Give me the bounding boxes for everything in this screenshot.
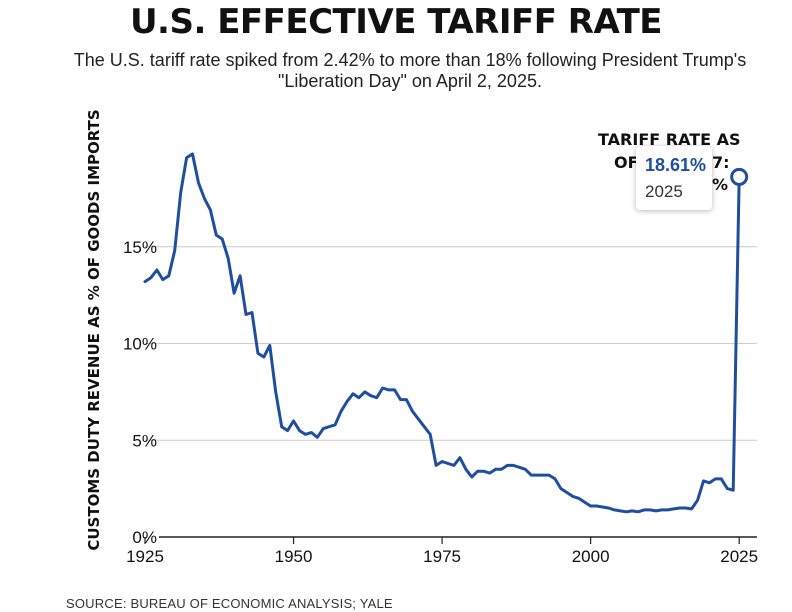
x-tick-label-1925: 1925 xyxy=(126,547,164,566)
data-tooltip: 18.61% 2025 xyxy=(636,146,712,210)
x-tick-label-2025: 2025 xyxy=(720,547,758,566)
x-axis: 1925 1950 1975 2000 2025 xyxy=(126,536,758,566)
x-tick-label-1975: 1975 xyxy=(423,547,461,566)
x-tick-label-2000: 2000 xyxy=(572,547,610,566)
source-note: SOURCE: BUREAU OF ECONOMIC ANALYSIS; YAL… xyxy=(66,596,393,611)
chart-subtitle: The U.S. tariff rate spiked from 2.42% t… xyxy=(73,50,747,91)
tooltip-value: 18.61% xyxy=(645,155,707,175)
series-group xyxy=(143,152,749,514)
series-line-0 xyxy=(143,152,741,514)
y-tick-label-15: 15% xyxy=(123,238,157,257)
tooltip-year: 2025 xyxy=(645,182,683,201)
callout-annotation: TARIFF RATE AS OF 7: % xyxy=(598,130,741,194)
y-axis-ticks: 0%5%10%15% xyxy=(123,238,157,547)
y-tick-label-5: 5% xyxy=(132,431,157,450)
y-tick-label-10: 10% xyxy=(123,335,157,354)
annotation-line-2: OF xyxy=(614,153,639,172)
annotation-line-3-suffix: % xyxy=(712,175,728,194)
highlight-point-2025 xyxy=(730,167,749,186)
annotation-line-2-suffix: 7: xyxy=(712,153,730,172)
x-tick-label-1950: 1950 xyxy=(275,547,313,566)
annotation-line-1: TARIFF RATE AS xyxy=(598,130,741,149)
gridlines xyxy=(145,246,757,441)
y-axis-label: CUSTOMS DUTY REVENUE AS % OF GOODS IMPOR… xyxy=(85,109,103,550)
chart-title: U.S. EFFECTIVE TARIFF RATE xyxy=(129,2,663,42)
